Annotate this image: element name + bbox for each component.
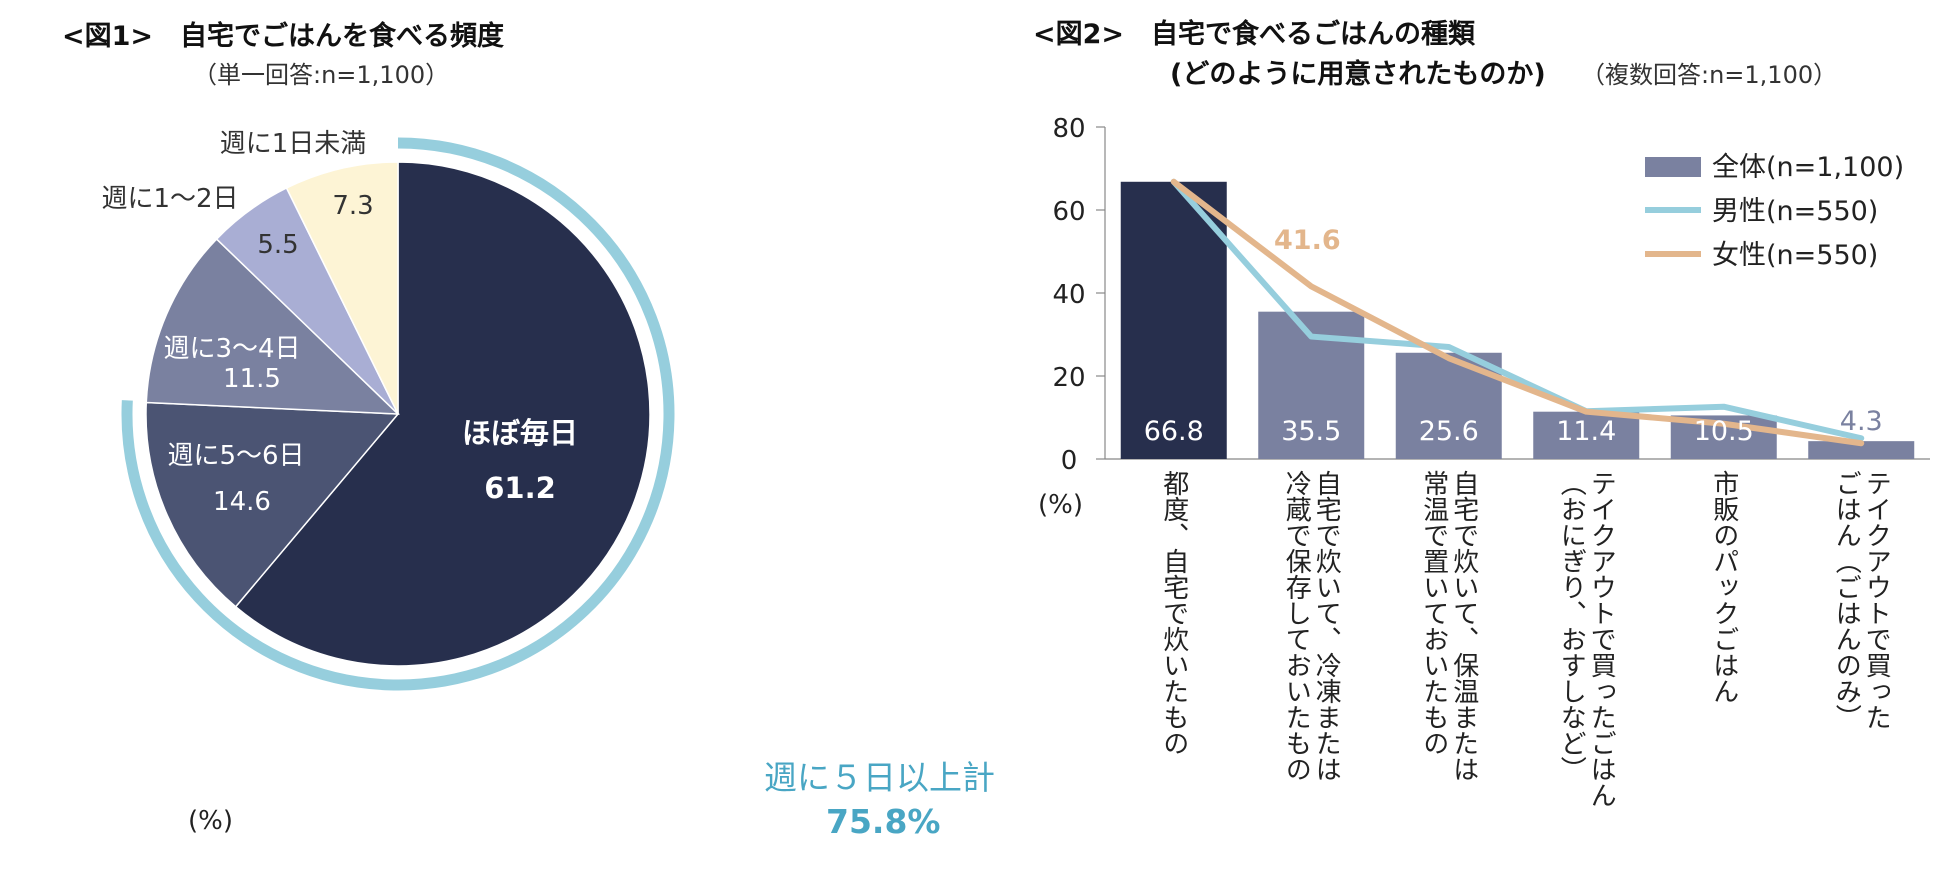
- pie-slice-value: 5.5: [257, 230, 298, 260]
- y-axis: 0 20 40 60 80: [1052, 114, 1930, 476]
- category-label: 常温で置いておいたもの: [1419, 470, 1449, 756]
- bar-value-label: 10.5: [1694, 416, 1754, 447]
- y-tick-label: 20: [1052, 363, 1085, 393]
- category-label: 市販のパックごはん: [1709, 470, 1739, 704]
- category-label: 自宅で炊いて、保温または: [1449, 470, 1479, 782]
- bar-value-label: 4.3: [1840, 406, 1883, 437]
- pie-slice-value: 11.5: [223, 364, 281, 394]
- pie-slice: [145, 401, 400, 608]
- figure2-title-line2: (どのように用意されたものか): [1170, 58, 1546, 90]
- bar-value-label: 66.8: [1144, 416, 1204, 447]
- highlight-arc-value: 75.8%: [826, 802, 941, 841]
- bar-value-labels: 66.8 35.5 25.6 11.4 10.5 4.3: [1144, 406, 1883, 447]
- female-series-line: [1170, 178, 1865, 447]
- figure1-subtitle: （単一回答:n=1,100）: [193, 61, 449, 89]
- pie-slice-label: 週に1～2日: [101, 184, 238, 214]
- highlight-arc-label: 週に５日以上計: [764, 758, 995, 797]
- bar: [1808, 441, 1915, 459]
- pie-slice-value: 61.2: [484, 471, 556, 505]
- category-label: 都度、自宅で炊いたもの: [1159, 470, 1189, 756]
- category-label: （おにぎり、おすしなど）: [1556, 470, 1586, 782]
- y-tick-label: 60: [1052, 197, 1085, 227]
- figure2-title: <図2> 自宅で食べるごはんの種類: [1033, 18, 1476, 50]
- pie-slice-label: 週に5～6日: [167, 441, 304, 471]
- y-axis-unit-label: (%): [1038, 490, 1083, 520]
- pie-slice-label: 週に3～4日: [163, 334, 300, 364]
- lines: [1170, 178, 1865, 447]
- female-highlight-label: 41.6: [1274, 225, 1341, 256]
- pie-slice-label: ほぼ毎日: [462, 416, 578, 450]
- legend-label: 女性(n=550): [1712, 240, 1878, 271]
- figure1-title: <図1> 自宅でごはんを食べる頻度: [62, 20, 504, 52]
- figure1-pie-chart: <図1> 自宅でごはんを食べる頻度 （単一回答:n=1,100） ほぼ毎日 61.…: [62, 20, 995, 841]
- pie-slice-label: 週に1日未満: [220, 129, 367, 159]
- category-label: テイクアウトで買った: [1861, 470, 1891, 730]
- bar-value-label: 35.5: [1281, 416, 1341, 447]
- pie-slice: [234, 161, 651, 667]
- y-tick-label: 80: [1052, 114, 1085, 144]
- bar-value-label: 11.4: [1556, 416, 1616, 447]
- legend-swatch-overall: [1645, 157, 1701, 177]
- legend-label: 全体(n=1,100): [1712, 152, 1904, 183]
- pie-slice: [285, 161, 399, 415]
- highlight-arc: [121, 137, 675, 691]
- figure2-subtitle: （複数回答:n=1,100）: [1581, 61, 1837, 89]
- pie-slices: [145, 161, 651, 667]
- category-label: テイクアウトで買ったごはん: [1586, 470, 1616, 808]
- bar-value-label: 25.6: [1419, 416, 1479, 447]
- pie-slice-value: 14.6: [213, 487, 271, 517]
- category-label: ごはん（ごはんのみ）: [1831, 470, 1861, 730]
- legend-label: 男性(n=550): [1712, 196, 1878, 227]
- figure1-unit-label: (%): [188, 806, 233, 836]
- male-series-line: [1170, 178, 1865, 442]
- bar: [1120, 181, 1227, 459]
- bar: [1533, 411, 1640, 459]
- pie-slice: [145, 237, 400, 415]
- figure2-bar-chart: <図2> 自宅で食べるごはんの種類 (どのように用意されたものか) （複数回答:…: [1033, 18, 1930, 808]
- y-tick-label: 40: [1052, 280, 1085, 310]
- category-label: 自宅で炊いて、冷凍または: [1311, 470, 1341, 782]
- pie-slice-value: 7.3: [332, 191, 373, 221]
- category-label: 冷蔵で保存しておいたもの: [1281, 470, 1311, 782]
- y-tick-label: 0: [1061, 446, 1078, 476]
- legend: 全体(n=1,100) 男性(n=550) 女性(n=550): [1645, 152, 1904, 271]
